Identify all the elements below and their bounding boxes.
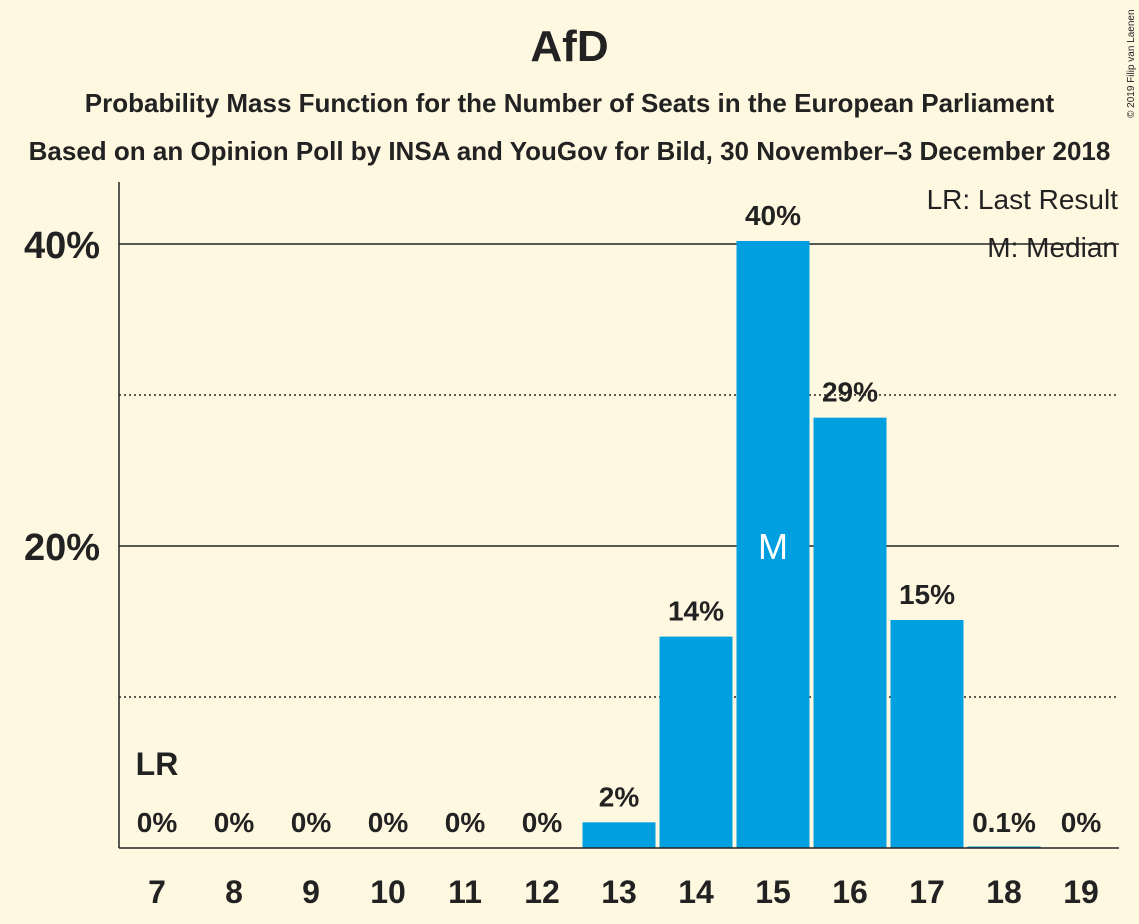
x-tick-label: 17 (909, 874, 945, 910)
bar-value-label: 15% (899, 579, 955, 610)
bar-value-label: 2% (599, 781, 640, 812)
bar-18 (967, 846, 1041, 848)
x-tick-label: 11 (448, 874, 482, 910)
bar-17 (890, 619, 964, 848)
bar-13 (582, 822, 656, 848)
last-result-marker: LR (136, 746, 179, 782)
bar-value-label: 0% (522, 807, 563, 838)
bar-value-label: 40% (745, 200, 801, 231)
bar-value-label: 0% (137, 807, 178, 838)
bar-value-label: 0% (368, 807, 409, 838)
x-tick-label: 8 (225, 874, 243, 910)
bar-16 (813, 417, 887, 848)
x-tick-label: 16 (832, 874, 868, 910)
bar-value-label: 29% (822, 377, 878, 408)
x-tick-label: 18 (986, 874, 1022, 910)
bar-15 (736, 240, 810, 849)
x-tick-label: 19 (1063, 874, 1099, 910)
bar-value-label: 0.1% (972, 807, 1036, 838)
x-tick-label: 7 (148, 874, 166, 910)
bar-value-label: 0% (445, 807, 486, 838)
median-marker: M (758, 526, 788, 567)
x-tick-label: 15 (755, 874, 791, 910)
bar-value-label: 14% (668, 596, 724, 627)
x-tick-label: 14 (678, 874, 714, 910)
chart-subtitle: Probability Mass Function for the Number… (84, 88, 1055, 118)
y-tick-label: 20% (24, 527, 100, 569)
bar-value-label: 0% (214, 807, 255, 838)
x-tick-label: 12 (524, 874, 560, 910)
bar-value-label: 0% (291, 807, 332, 838)
x-tick-label: 10 (370, 874, 406, 910)
bar-value-label: 0% (1061, 807, 1102, 838)
legend-median: M: Median (987, 232, 1118, 263)
x-tick-label: 13 (601, 874, 637, 910)
y-tick-label: 40% (24, 225, 100, 267)
chart-title: AfD (530, 22, 609, 71)
chart-source-subtitle: Based on an Opinion Poll by INSA and You… (28, 136, 1111, 166)
x-tick-label: 9 (302, 874, 320, 910)
legend-last-result: LR: Last Result (927, 184, 1119, 215)
bar-14 (659, 636, 733, 848)
